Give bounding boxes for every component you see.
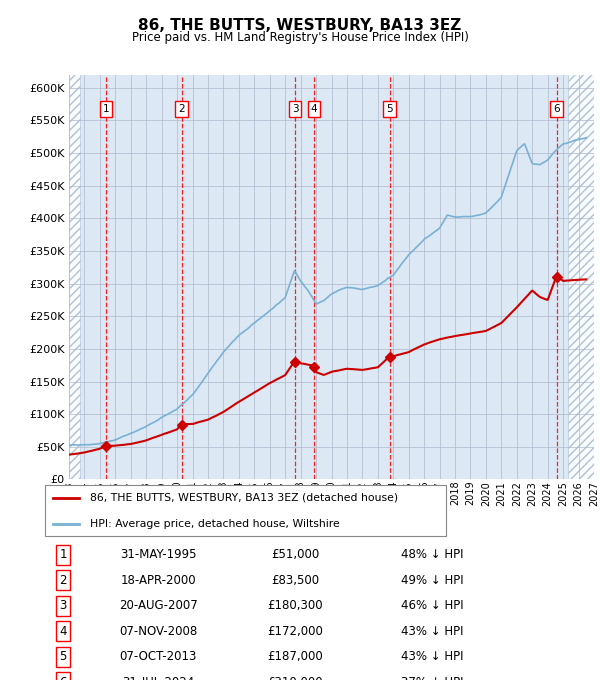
Text: 1: 1 — [59, 548, 67, 561]
Text: £51,000: £51,000 — [271, 548, 320, 561]
Text: 43% ↓ HPI: 43% ↓ HPI — [401, 625, 464, 638]
Text: 3: 3 — [59, 599, 67, 612]
Text: 1: 1 — [103, 104, 110, 114]
Text: 46% ↓ HPI: 46% ↓ HPI — [401, 599, 464, 612]
Text: £172,000: £172,000 — [268, 625, 323, 638]
Text: 07-NOV-2008: 07-NOV-2008 — [119, 625, 197, 638]
Text: 48% ↓ HPI: 48% ↓ HPI — [401, 548, 464, 561]
Text: 43% ↓ HPI: 43% ↓ HPI — [401, 650, 464, 663]
Text: £187,000: £187,000 — [268, 650, 323, 663]
Text: 3: 3 — [292, 104, 298, 114]
Text: 4: 4 — [310, 104, 317, 114]
Text: £83,500: £83,500 — [271, 574, 320, 587]
Text: 49% ↓ HPI: 49% ↓ HPI — [401, 574, 464, 587]
Text: 5: 5 — [59, 650, 67, 663]
Text: 2: 2 — [59, 574, 67, 587]
Text: 5: 5 — [386, 104, 393, 114]
Text: 31-JUL-2024: 31-JUL-2024 — [122, 676, 194, 680]
Text: 37% ↓ HPI: 37% ↓ HPI — [401, 676, 464, 680]
Text: Price paid vs. HM Land Registry's House Price Index (HPI): Price paid vs. HM Land Registry's House … — [131, 31, 469, 44]
Text: 31-MAY-1995: 31-MAY-1995 — [120, 548, 196, 561]
Text: 07-OCT-2013: 07-OCT-2013 — [119, 650, 197, 663]
Text: HPI: Average price, detached house, Wiltshire: HPI: Average price, detached house, Wilt… — [89, 519, 339, 528]
Text: 6: 6 — [59, 676, 67, 680]
FancyBboxPatch shape — [44, 485, 446, 537]
Text: 86, THE BUTTS, WESTBURY, BA13 3EZ (detached house): 86, THE BUTTS, WESTBURY, BA13 3EZ (detac… — [89, 493, 398, 503]
Text: 4: 4 — [59, 625, 67, 638]
Text: £180,300: £180,300 — [268, 599, 323, 612]
Text: 86, THE BUTTS, WESTBURY, BA13 3EZ: 86, THE BUTTS, WESTBURY, BA13 3EZ — [139, 18, 461, 33]
Text: 6: 6 — [553, 104, 560, 114]
Text: 18-APR-2000: 18-APR-2000 — [121, 574, 196, 587]
Text: 2: 2 — [178, 104, 185, 114]
Text: 20-AUG-2007: 20-AUG-2007 — [119, 599, 197, 612]
Text: £310,000: £310,000 — [268, 676, 323, 680]
